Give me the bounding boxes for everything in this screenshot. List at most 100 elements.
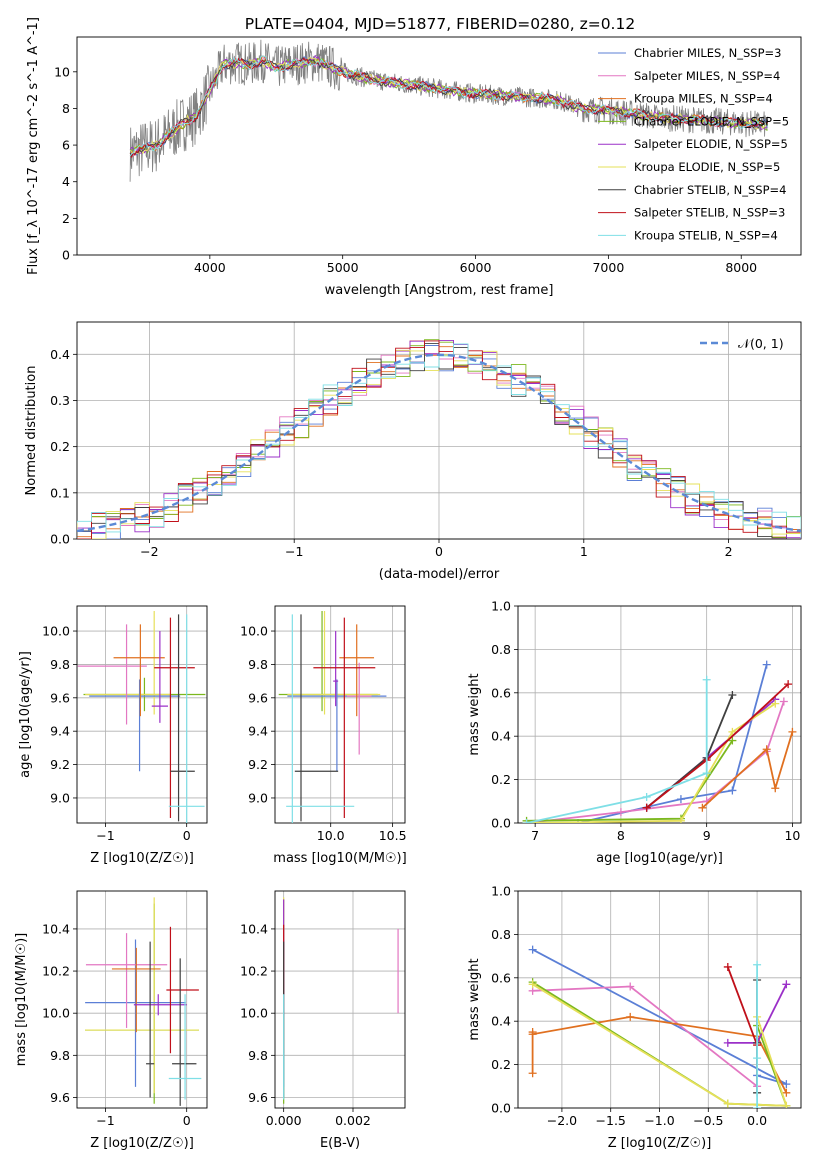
mass-weight-marker	[702, 675, 711, 684]
x-tick-label: 4000	[194, 260, 226, 275]
mass-weight-marker	[771, 784, 780, 793]
spectrum-legend: Chabrier MILES, N_SSP=3 Salpeter MILES, N…	[598, 46, 789, 242]
spectrum-frame	[76, 36, 802, 256]
error-bar-point	[170, 614, 195, 822]
x-tick-label: −0.5	[693, 1113, 723, 1128]
spectrum-xlabel: wavelength [Angstrom, rest frame]	[325, 283, 554, 298]
y-tick-label: 10.2	[240, 964, 268, 979]
y-tick-label: 10.0	[240, 1006, 268, 1021]
error-bar-point	[154, 617, 195, 818]
mass_weight_vs_age-frame	[517, 605, 802, 824]
y-tick-label: 6	[62, 138, 70, 153]
y-tick-label: 9.4	[50, 724, 70, 739]
legend-label: Salpeter STELIB, N_SSP=3	[634, 206, 785, 220]
error-bar-point	[77, 624, 147, 725]
mass-weight-marker	[728, 786, 737, 795]
x-tick-label: 10.5	[379, 828, 407, 843]
normal-reference-curve	[77, 353, 801, 533]
error-bar-point	[172, 958, 197, 1106]
y-tick-label: 0.0	[491, 816, 511, 831]
x-tick-label: 0	[435, 544, 443, 559]
mass-weight-marker	[784, 680, 793, 689]
x-tick-label: 0.0	[747, 1113, 767, 1128]
age_vs_mass-frame	[274, 605, 406, 824]
mass-weight-marker	[642, 803, 651, 812]
mass-weight-line	[726, 966, 758, 1046]
x-tick-label: 5000	[327, 260, 359, 275]
y-tick-label: 9.8	[50, 1048, 70, 1063]
legend-label: Kroupa ELODIE, N_SSP=5	[634, 160, 780, 174]
mass-weight-marker	[753, 1104, 762, 1108]
y-tick-label: 9.8	[248, 657, 268, 672]
error-bar-point	[287, 611, 381, 715]
mass-weight-marker	[782, 980, 791, 989]
age_vs_Z-frame	[76, 605, 208, 824]
mass-weight-marker	[642, 792, 651, 801]
error-bar-point	[89, 679, 181, 772]
residual-histogram	[77, 340, 801, 539]
y-tick-label: 10.0	[42, 624, 70, 639]
y-tick-label: 10.4	[240, 921, 268, 936]
x-tick-label: −1	[285, 544, 303, 559]
error-bar-point	[85, 933, 168, 1028]
residuals-axes: −2 −1 0 1 2 0.0 0.1 0.2 0.3 0.4 (data-model)/error…	[24, 321, 802, 582]
y-tick-label: 0.1	[50, 485, 70, 500]
mass-weight-marker	[522, 819, 531, 823]
mass-weight-marker	[723, 962, 732, 971]
legend-label: Salpeter ELODIE, N_SSP=5	[634, 137, 788, 151]
y-tick-label: 9.2	[50, 757, 70, 772]
mass-weight-marker	[626, 982, 635, 991]
x-tick-label: 10.0	[317, 828, 345, 843]
mass-weight-marker	[728, 690, 737, 699]
mass-weight-marker	[753, 960, 762, 969]
mass-weight-marker	[788, 727, 797, 736]
y-tick-label: 0.4	[491, 729, 511, 744]
y-tick-label: 0.0	[491, 1101, 511, 1116]
legend-label: Chabrier ELODIE, N_SSP=5	[634, 114, 789, 128]
mass_vs_Z-xlabel: Z [log10(Z/Z☉)]	[90, 1136, 194, 1151]
age_vs_Z-ylabel: age [log10(age/yr)]	[18, 651, 33, 778]
y-tick-label: 8	[62, 101, 70, 116]
y-tick-label: 0.6	[491, 685, 511, 700]
error-bar-point	[111, 947, 161, 1033]
x-tick-label: −2	[140, 544, 158, 559]
age_vs_mass-axes: 10.0 10.5 9.0 9.2 9.4 9.6 9.8 10.0 mass [log10(M…	[240, 605, 407, 866]
y-tick-label: 9.6	[50, 1090, 70, 1105]
error-bar-point	[85, 611, 171, 715]
mass_vs_Z-ylabel: mass [log10(M/M☉)]	[14, 933, 29, 1066]
mass-weight-line	[526, 679, 708, 823]
figure-title: PLATE=0404, MJD=51877, FIBERID=0280, z=0…	[245, 15, 635, 33]
mass_vs_EBV-frame	[274, 890, 406, 1109]
mass_weight_vs_Z-xlabel: Z [log10(Z/Z☉)]	[608, 1136, 712, 1151]
x-tick-label: −1.5	[596, 1113, 626, 1128]
model-spectrum-line	[129, 57, 769, 158]
x-tick-label: 8000	[725, 260, 757, 275]
mass-weight-marker	[723, 1038, 732, 1047]
mass-weight-marker	[762, 660, 771, 669]
spectrum-ylabel: Flux [f_λ 10^-17 erg cm^-2 s^-1 A^-1]	[26, 17, 41, 275]
residuals-frame	[76, 321, 802, 540]
x-tick-label: −2.0	[547, 1113, 577, 1128]
y-tick-label: 0.2	[50, 439, 70, 454]
mass-weight-marker	[528, 980, 537, 989]
mass_weight_vs_age-xlabel: age [log10(age/yr)]	[596, 851, 723, 866]
age_vs_Z-axes: −1 0 9.0 9.2 9.4 9.6 9.8 10.0 Z [log10(Z/Z☉)] age…	[18, 605, 208, 866]
error-bar-point	[168, 614, 205, 823]
mass-weight-marker	[626, 1012, 635, 1021]
y-tick-label: 9.6	[248, 690, 268, 705]
y-tick-label: 0.3	[50, 393, 70, 408]
error-bar-point	[286, 614, 355, 823]
mass_vs_Z-frame	[76, 890, 208, 1109]
model-spectrum-line	[129, 55, 769, 157]
error-bar-point	[146, 941, 155, 1098]
error-bar-point	[346, 662, 372, 755]
x-tick-label: −1	[96, 1113, 114, 1128]
mass-weight-marker	[728, 727, 737, 736]
error-bar-point	[151, 631, 168, 723]
error-bar-point	[294, 614, 339, 822]
y-tick-label: 1.0	[491, 884, 511, 899]
y-tick-label: 10.2	[42, 964, 70, 979]
x-tick-label: 0.000	[266, 1113, 302, 1128]
y-tick-label: 0.8	[491, 642, 511, 657]
error-bar-point	[166, 926, 199, 1054]
